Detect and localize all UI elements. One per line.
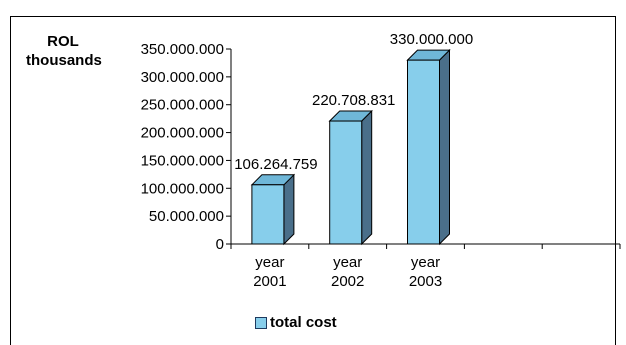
y-tick-label: 300.000.000 (141, 69, 224, 86)
y-tick-label: 200.000.000 (141, 125, 224, 142)
y-axis-label: ROL thousands (26, 32, 102, 70)
y-tick-label: 0 (216, 236, 224, 253)
x-tick-label: year (411, 254, 440, 271)
x-tick-label: 2001 (253, 273, 286, 290)
x-tick-label: 2002 (331, 273, 364, 290)
chart-frame (10, 16, 616, 345)
bar-year-2003 (407, 59, 440, 245)
y-tick-label: 350.000.000 (141, 41, 224, 58)
bar-side-face (283, 173, 295, 246)
x-tick-label: year (333, 254, 362, 271)
data-label: 106.264.759 (234, 156, 317, 173)
legend-swatch-total-cost (255, 316, 267, 329)
data-label: 330.000.000 (390, 31, 473, 48)
x-tick-label: 2003 (409, 273, 442, 290)
y-tick-label: 100.000.000 (141, 180, 224, 197)
y-axis-label-line-1: ROL (47, 33, 79, 50)
legend: total cost (255, 314, 337, 331)
bar-year-2002 (329, 120, 363, 245)
y-axis-label-line-2: thousands (26, 52, 102, 69)
x-tick-label: year (255, 254, 284, 271)
bar-side-face (439, 48, 450, 246)
y-tick-label: 50.000.000 (149, 208, 224, 225)
legend-label-total-cost: total cost (270, 314, 337, 331)
data-label: 220.708.831 (312, 92, 395, 109)
y-tick-label: 150.000.000 (141, 152, 224, 169)
bar-side-face (361, 109, 373, 246)
y-tick-label: 250.000.000 (141, 97, 224, 114)
bar-year-2001 (251, 184, 285, 245)
